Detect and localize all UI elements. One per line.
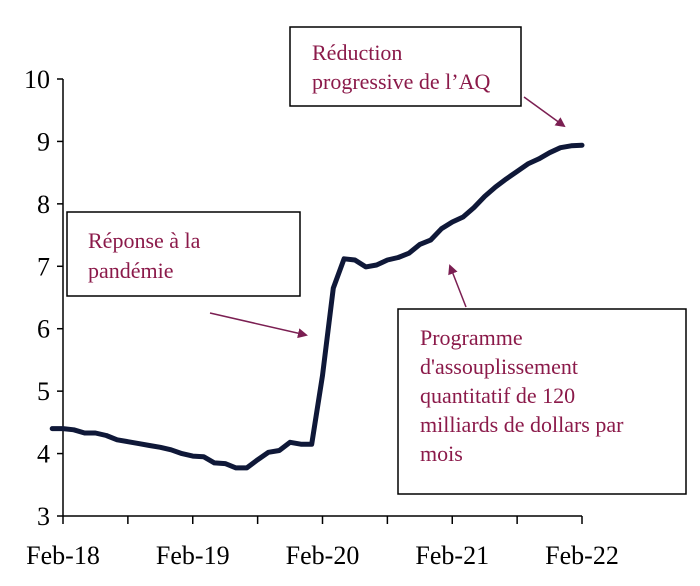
annotation-qe-program: Programme d'assouplissement quantitatif … (397, 264, 687, 495)
x-tick-label: Feb-22 (545, 541, 619, 570)
y-tick-label: 4 (37, 440, 50, 469)
x-tick-label: Feb-18 (26, 541, 100, 570)
y-tick-label: 9 (37, 127, 50, 156)
annotation-qe-program-line-2: d'assouplissement (420, 354, 578, 379)
y-tick-label: 5 (37, 377, 50, 406)
annotation-qe-tapering-arrow (523, 96, 566, 128)
annotation-qe-tapering: Réduction progressive de l’AQ (289, 26, 566, 128)
y-tick-label: 8 (37, 190, 50, 219)
annotation-pandemic-response-line-1: Réponse à la (88, 228, 201, 253)
annotation-qe-program-line-3: quantitatif de 120 (420, 383, 575, 408)
annotation-pandemic-response-line-2: pandémie (88, 258, 174, 283)
annotation-pandemic-response-box (66, 211, 301, 297)
annotation-qe-tapering-box (289, 26, 522, 107)
x-tick-label: Feb-19 (156, 541, 230, 570)
series-line-0 (49, 142, 585, 471)
x-tick-label: Feb-21 (415, 541, 489, 570)
annotation-qe-program-line-1: Programme (420, 325, 523, 350)
annotation-pandemic-response-arrow (209, 312, 308, 339)
y-tick-label: 7 (37, 252, 50, 281)
y-tick-label: 3 (37, 502, 50, 531)
y-axis: 3 4 5 6 7 8 9 10 (24, 65, 64, 531)
x-tick-label: Feb-20 (286, 541, 360, 570)
annotation-qe-tapering-line-2: progressive de l’AQ (312, 69, 491, 94)
series-layer (49, 142, 585, 471)
x-axis: Feb-18 Feb-19 Feb-20 Feb-21 Feb-22 (26, 515, 619, 570)
annotation-qe-program-box (397, 308, 687, 495)
annotation-qe-program-line-4: milliards de dollars par (420, 412, 624, 437)
y-tick-label: 6 (37, 315, 50, 344)
annotation-pandemic-response: Réponse à la pandémie (66, 211, 308, 339)
annotation-qe-tapering-line-1: Réduction (312, 40, 402, 65)
annotation-qe-program-line-5: mois (420, 441, 463, 466)
y-tick-label: 10 (24, 65, 50, 94)
annotation-qe-program-arrow (448, 264, 467, 308)
